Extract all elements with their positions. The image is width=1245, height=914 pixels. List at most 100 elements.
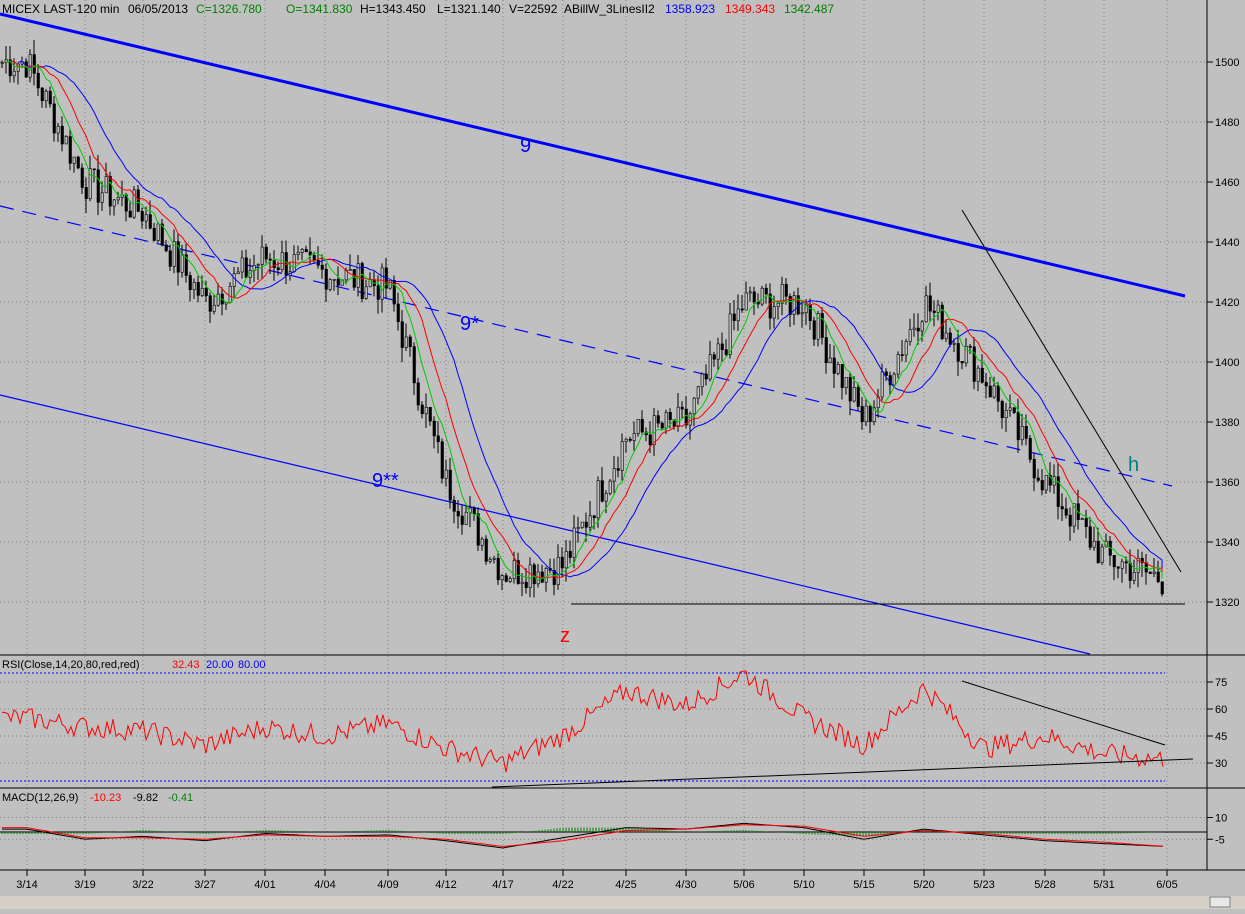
candle-body (640, 419, 644, 433)
candle-body (212, 304, 216, 312)
candle-body (736, 308, 740, 322)
label-h: h (1128, 454, 1139, 476)
candle-body (776, 302, 780, 308)
candle-body (396, 303, 400, 323)
label-9-double-star: 9** (372, 470, 399, 492)
rsi-line (1, 670, 1164, 773)
channel-line-9-double-star (0, 394, 1091, 655)
candle-body (972, 346, 976, 382)
candle-body (444, 469, 448, 479)
candle-body (492, 557, 496, 560)
candle-body (496, 557, 500, 581)
horizontal-scrollbar[interactable] (0, 896, 1245, 909)
candle-body (612, 468, 616, 482)
trend-line (961, 209, 1182, 573)
candle-body (976, 367, 980, 382)
candle-body (1072, 503, 1076, 527)
candle-body (808, 304, 812, 321)
candle-body (696, 386, 700, 399)
macd-header: MACD(12,26,9) -10.23 -9.82 -0.41 (2, 792, 193, 804)
candle-body (256, 264, 260, 266)
candle-body (852, 387, 856, 402)
candle-body (320, 264, 324, 270)
candle-body (172, 241, 176, 267)
scroll-thumb[interactable] (1209, 896, 1231, 908)
rsi-tick-label: 75 (1215, 677, 1227, 689)
candle-body (616, 468, 620, 471)
rsi-tick-label: 45 (1215, 731, 1227, 743)
price-tick-label: 1400 (1215, 357, 1239, 369)
candle-body (1128, 562, 1132, 581)
candle-body (200, 288, 204, 296)
candle-body (1084, 518, 1088, 527)
candle-body (936, 304, 940, 313)
candle-body (1020, 426, 1024, 441)
candle-body (704, 373, 708, 380)
candle-body (732, 313, 736, 322)
candle-body (1024, 426, 1028, 439)
candle-body (864, 405, 868, 423)
candle-body (576, 527, 580, 529)
candle-body (472, 507, 476, 515)
candle-body (868, 405, 872, 422)
price-axis: 1320 1340 1360 1380 1400 1420 1440 1460 1480 1500 (1207, 57, 1239, 609)
candle-body (168, 250, 172, 267)
candle-body (628, 438, 632, 441)
date-tick-label: 4/30 (675, 879, 696, 891)
candle-body (480, 538, 484, 546)
date-tick-label: 4/12 (435, 879, 456, 891)
candle-body (244, 257, 248, 278)
candle-body (428, 407, 432, 422)
candle-body (848, 377, 852, 402)
candle-body (1056, 476, 1060, 507)
candle-body (260, 246, 264, 265)
candle-body (240, 257, 244, 273)
candle-body (72, 156, 76, 164)
candle-body (992, 385, 996, 398)
candle-body (1136, 557, 1140, 573)
candle-body (676, 406, 680, 427)
candle-body (232, 273, 236, 287)
candle-body (1032, 459, 1036, 479)
candle-body (1132, 572, 1136, 581)
candle-body (1036, 477, 1040, 481)
candle-body (1112, 555, 1116, 568)
candle-body (996, 385, 1000, 402)
date-tick-label: 6/05 (1156, 879, 1177, 891)
candle-body (952, 343, 956, 345)
candle-body (452, 499, 456, 512)
candle-body (60, 125, 64, 145)
grid (0, 0, 1207, 870)
price-tick-label: 1460 (1215, 177, 1239, 189)
candle-body (660, 422, 664, 429)
candle-body (772, 306, 776, 319)
candle-body (484, 538, 488, 562)
candle-body (648, 434, 652, 445)
candle-body (76, 156, 80, 169)
candle-body (456, 510, 460, 517)
candle-body (636, 419, 640, 434)
candle-body (412, 346, 416, 384)
candle-body (96, 169, 100, 203)
candle-body (856, 387, 860, 407)
date-tick-label: 5/10 (793, 879, 814, 891)
candle-body (788, 295, 792, 315)
candle-body (440, 441, 444, 479)
candle-body (348, 269, 352, 271)
candle-body (8, 59, 12, 77)
candle-body (1068, 514, 1072, 527)
ma-red-line (9, 60, 1163, 579)
price-tick-label: 1360 (1215, 477, 1239, 489)
candle-body (228, 286, 232, 303)
candle-body (536, 571, 540, 585)
candle-body (712, 354, 716, 360)
candle-body (1000, 401, 1004, 419)
price-tick-label: 1420 (1215, 297, 1239, 309)
candle-body (208, 295, 212, 312)
date-tick-label: 4/04 (314, 879, 335, 891)
candle-body (176, 241, 180, 273)
date-tick-label: 5/31 (1093, 879, 1114, 891)
macd-tick-label: -5 (1215, 834, 1225, 846)
candle-body (904, 341, 908, 356)
date-tick-label: 3/27 (194, 879, 215, 891)
